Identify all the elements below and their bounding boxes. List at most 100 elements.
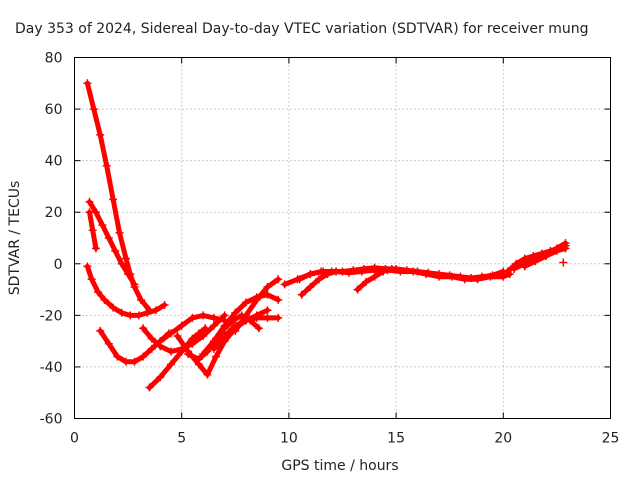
data-point (201, 324, 210, 333)
x-tick-label: 20 (494, 431, 512, 447)
data-point (109, 303, 118, 312)
y-tick-label: -40 (40, 360, 63, 376)
data-point (121, 357, 130, 366)
plot-frame (74, 57, 611, 419)
data-point (156, 337, 165, 346)
data-point (263, 306, 272, 315)
y-axis-title: SDTVAR / TECUs (7, 181, 23, 296)
data-point (231, 308, 240, 317)
data-point (477, 272, 486, 281)
x-tick-label: 15 (387, 431, 405, 447)
y-tick-label: 20 (45, 205, 63, 221)
series-track-20 (520, 244, 570, 271)
data-point (231, 326, 240, 335)
data-point (542, 252, 551, 261)
data-point (126, 311, 135, 320)
y-tick-label: 80 (45, 51, 63, 67)
x-tick-label: 0 (70, 431, 79, 447)
data-point (370, 272, 379, 281)
data-point (359, 264, 368, 273)
data-points (83, 79, 570, 392)
data-point (115, 228, 124, 237)
data-point (254, 324, 263, 333)
axis-ticks (74, 57, 611, 419)
data-point (104, 339, 113, 348)
series-track-12 (209, 313, 283, 353)
data-point (109, 195, 118, 204)
data-point (306, 270, 315, 279)
series-trace (84, 80, 152, 313)
data-point (280, 280, 289, 289)
data-point (559, 258, 568, 267)
data-point (317, 267, 326, 276)
data-point (184, 350, 193, 359)
data-point (96, 326, 105, 335)
data-point (520, 262, 529, 271)
tick-labels: 0 5 10 15 20 25 -60 -40 -20 0 20 40 60 80 (40, 51, 620, 447)
y-tick-label: 0 (54, 257, 63, 273)
data-point (199, 311, 208, 320)
data-point (370, 263, 379, 272)
data-point (387, 264, 396, 273)
data-point (147, 344, 156, 353)
data-point (134, 311, 143, 320)
data-point (136, 295, 145, 304)
data-point (100, 295, 109, 304)
series-track-16 (297, 267, 341, 299)
data-point (166, 360, 175, 369)
data-point (139, 352, 148, 361)
data-point (139, 324, 148, 333)
data-point (353, 285, 362, 294)
data-point (96, 130, 105, 139)
series-track-21 (559, 258, 568, 267)
data-point (220, 331, 229, 340)
data-point (503, 267, 512, 276)
data-point (124, 270, 133, 279)
data-point (160, 301, 169, 310)
data-point (199, 331, 208, 340)
series-track-13 (231, 275, 283, 335)
data-point (488, 271, 497, 280)
data-point (83, 262, 92, 271)
data-point (297, 290, 306, 299)
data-point (91, 244, 100, 253)
data-point (263, 313, 272, 322)
series-trace (87, 199, 137, 287)
data-point (332, 267, 341, 276)
data-point (212, 352, 221, 361)
data-point (130, 357, 139, 366)
x-axis-title: GPS time / hours (281, 458, 398, 474)
data-point (130, 280, 139, 289)
data-point (445, 271, 454, 280)
data-point (113, 352, 122, 361)
data-point (151, 306, 160, 315)
data-point (561, 244, 570, 253)
data-point (83, 79, 92, 88)
data-point (102, 161, 111, 170)
data-point (173, 331, 182, 340)
data-point (143, 308, 152, 317)
data-point (89, 105, 98, 114)
data-point (188, 313, 197, 322)
data-point (209, 313, 218, 322)
data-point (199, 350, 208, 359)
series-trace (511, 240, 568, 272)
data-point (166, 347, 175, 356)
data-point (242, 311, 251, 320)
data-point (98, 221, 107, 230)
data-point (402, 266, 411, 275)
grid (74, 57, 611, 419)
data-point (117, 308, 126, 317)
data-point (274, 275, 283, 284)
data-point (434, 270, 443, 279)
data-point (252, 313, 261, 322)
x-tick-label: 5 (177, 431, 186, 447)
data-point (117, 259, 126, 268)
data-point (209, 337, 218, 346)
data-point (194, 329, 203, 338)
data-point (87, 275, 96, 284)
data-point (147, 334, 156, 343)
data-point (156, 373, 165, 382)
series-track-7 (145, 324, 210, 392)
